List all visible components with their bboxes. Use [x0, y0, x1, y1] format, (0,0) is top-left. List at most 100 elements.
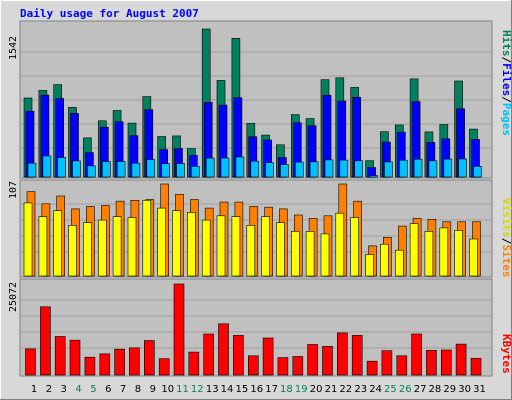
day-label-12: 12: [191, 384, 204, 395]
visits-bar-day-9: [142, 200, 152, 277]
visits-bar-day-30: [454, 230, 463, 277]
kbytes-bar-day-23: [351, 335, 363, 376]
visits-bar-day-16: [246, 225, 256, 277]
visits-bar-day-13: [201, 219, 211, 277]
day-label-16: 16: [250, 384, 263, 395]
kbytes-bar-day-28: [426, 349, 437, 376]
pages-bar-day-21: [324, 159, 334, 178]
middle-max-label: 107: [8, 181, 19, 199]
kbytes-bar-day-16: [248, 355, 259, 376]
kbytes-bar-day-30: [455, 343, 467, 376]
visits-bar-day-4: [68, 225, 77, 277]
day-label-29: 29: [443, 384, 456, 395]
visits-bar-day-20: [305, 231, 315, 277]
day-label-11: 11: [176, 384, 189, 395]
kbytes-bar-day-29: [440, 349, 452, 376]
pages-bar-day-6: [102, 161, 111, 178]
kbytes-bar-day-27: [411, 333, 422, 376]
visits-bar-day-15: [231, 216, 241, 277]
visits-bar-day-23: [350, 217, 360, 277]
visits-bar-day-22: [335, 212, 345, 277]
middle-legend: Visits/Sites: [500, 198, 512, 278]
day-label-10: 10: [161, 384, 174, 395]
visits-bar-day-19: [290, 231, 300, 277]
visits-bar-day-17: [261, 216, 270, 277]
pages-bar-day-2: [42, 155, 52, 178]
pages-bar-day-3: [57, 157, 67, 178]
kbytes-bar-day-5: [84, 356, 96, 376]
pages-bar-day-28: [428, 160, 438, 178]
kbytes-bar-day-13: [203, 333, 214, 376]
day-label-15: 15: [236, 384, 249, 395]
kbytes-bar-day-15: [233, 335, 244, 376]
kbytes-bar-day-1: [25, 348, 36, 376]
day-label-30: 30: [458, 384, 471, 395]
day-label-19: 19: [295, 384, 308, 395]
visits-bar-day-10: [157, 207, 166, 277]
kbytes-bar-day-3: [54, 336, 66, 376]
kbytes-bar-day-7: [114, 348, 125, 376]
legend-sep-2: /: [500, 96, 512, 103]
visits-bar-day-18: [276, 222, 285, 277]
visits-bar-day-31: [469, 238, 478, 277]
pages-bar-day-20: [309, 161, 319, 178]
pages-bar-day-18: [280, 164, 289, 178]
pages-bar-day-11: [176, 163, 185, 178]
pages-bar-day-1: [27, 162, 37, 178]
day-label-2: 2: [46, 384, 52, 395]
pages-bar-day-19: [294, 161, 304, 178]
legend-sep-1: /: [500, 57, 512, 64]
chart-title: Daily usage for August 2007: [20, 7, 199, 20]
pages-bar-day-17: [265, 162, 274, 178]
kbytes-bar-day-26: [396, 355, 408, 376]
kbytes-bar-day-2: [40, 306, 51, 376]
pages-bar-day-12: [191, 166, 200, 178]
day-label-31: 31: [473, 384, 486, 395]
legend-visits: Visits: [500, 198, 512, 238]
kbytes-bar-day-18: [277, 357, 289, 376]
visits-bar-day-27: [409, 223, 419, 277]
day-label-9: 9: [150, 384, 156, 395]
day-label-25: 25: [384, 384, 397, 395]
pages-bar-day-26: [398, 159, 408, 178]
visits-bar-day-25: [380, 243, 389, 277]
kbytes-bar-day-11: [173, 283, 185, 376]
pages-bar-day-30: [458, 158, 467, 178]
kbytes-bar-day-6: [99, 353, 111, 376]
day-label-13: 13: [206, 384, 219, 395]
day-label-5: 5: [90, 384, 96, 395]
day-label-6: 6: [105, 384, 111, 395]
visits-bar-day-14: [216, 215, 226, 277]
visits-bar-day-6: [98, 219, 107, 277]
day-label-8: 8: [135, 384, 141, 395]
visits-bar-day-28: [424, 231, 434, 277]
pages-bar-day-9: [146, 159, 156, 178]
visits-bar-day-21: [320, 233, 330, 277]
day-label-14: 14: [221, 384, 234, 395]
pages-bar-day-27: [413, 158, 423, 178]
visits-bar-day-7: [112, 216, 122, 277]
kbytes-bar-day-20: [307, 344, 318, 376]
kbytes-bar-day-19: [292, 356, 304, 376]
kbytes-bar-day-22: [336, 332, 348, 376]
top-legend: Hits/Files/Pages: [500, 30, 512, 136]
pages-bar-day-7: [116, 161, 126, 178]
pages-bar-day-5: [87, 165, 96, 178]
day-label-22: 22: [339, 384, 352, 395]
day-label-24: 24: [369, 384, 382, 395]
day-label-18: 18: [280, 384, 293, 395]
day-label-26: 26: [399, 384, 412, 395]
visits-bar-day-29: [439, 227, 449, 277]
pages-bar-day-24: [369, 175, 378, 178]
day-label-28: 28: [429, 384, 442, 395]
bottom-max-label: 25072: [8, 282, 19, 312]
pages-bar-day-4: [72, 160, 81, 178]
day-label-17: 17: [265, 384, 278, 395]
legend-sep-3: /: [500, 238, 512, 245]
bars: [23, 28, 482, 376]
pages-bar-day-31: [473, 166, 482, 178]
kbytes-bar-day-4: [69, 339, 81, 376]
visits-bar-day-8: [127, 217, 137, 277]
day-label-27: 27: [414, 384, 427, 395]
